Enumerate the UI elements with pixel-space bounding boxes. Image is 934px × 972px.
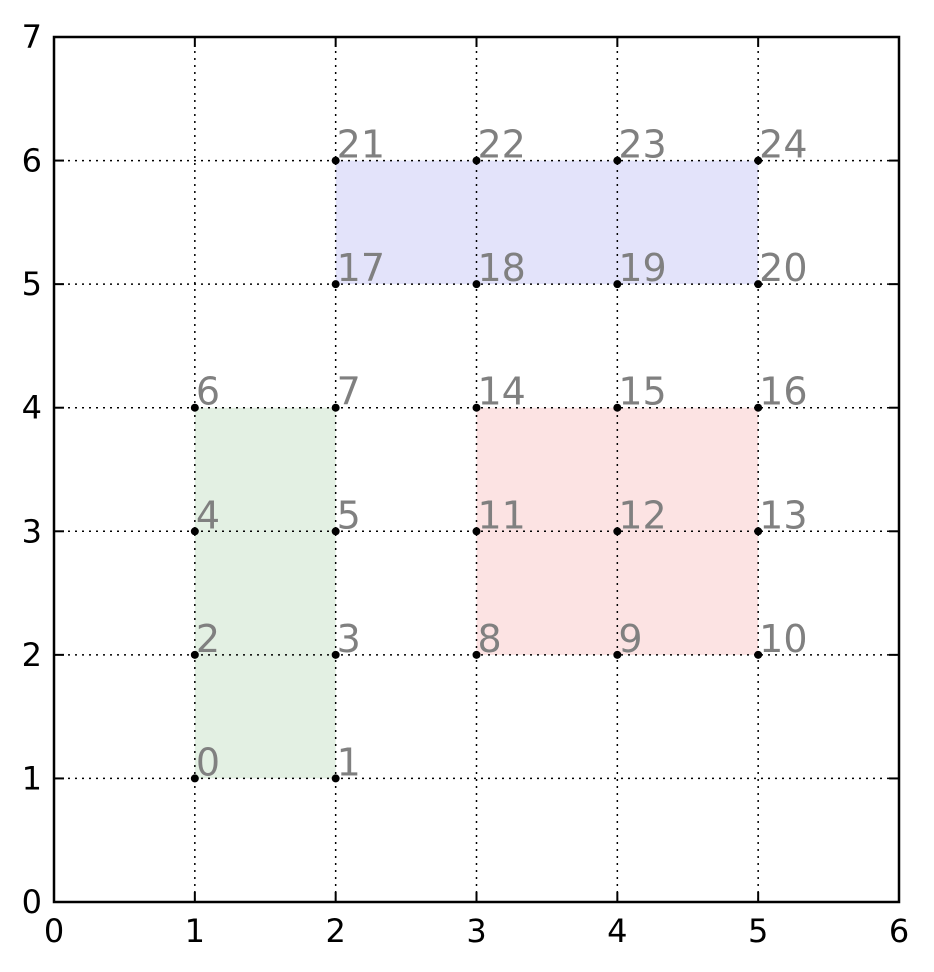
point-label-14: 14 <box>478 370 526 414</box>
point-4 <box>190 527 199 536</box>
region-2 <box>335 160 759 285</box>
y-tick-label: 6 <box>22 142 42 180</box>
point-label-16: 16 <box>759 370 807 414</box>
point-21 <box>331 156 340 165</box>
point-12 <box>613 527 622 536</box>
point-label-12: 12 <box>618 493 666 537</box>
x-tick-label: 1 <box>185 912 205 950</box>
x-tick-label: 6 <box>889 912 909 950</box>
point-7 <box>331 403 340 412</box>
point-5 <box>331 527 340 536</box>
point-1 <box>331 774 340 783</box>
point-label-1: 1 <box>337 740 361 784</box>
point-17 <box>331 280 340 289</box>
point-label-2: 2 <box>196 617 220 661</box>
point-16 <box>754 403 763 412</box>
x-tick-label: 3 <box>466 912 486 950</box>
point-19 <box>613 280 622 289</box>
point-label-7: 7 <box>337 370 361 414</box>
point-11 <box>472 527 481 536</box>
y-tick-label: 7 <box>22 18 42 56</box>
x-tick-label: 5 <box>748 912 768 950</box>
point-2 <box>190 650 199 659</box>
point-15 <box>613 403 622 412</box>
point-label-0: 0 <box>196 740 220 784</box>
point-label-8: 8 <box>478 617 502 661</box>
y-tick-label: 3 <box>22 512 42 550</box>
y-tick-label: 4 <box>22 389 42 427</box>
point-18 <box>472 280 481 289</box>
point-label-13: 13 <box>759 493 807 537</box>
y-tick-label: 5 <box>22 265 42 303</box>
y-tick-label: 1 <box>22 759 42 797</box>
axes-frame <box>52 35 901 904</box>
point-24 <box>754 156 763 165</box>
point-label-11: 11 <box>478 493 526 537</box>
points-layer <box>190 156 763 783</box>
regions-layer <box>194 160 759 779</box>
point-label-20: 20 <box>759 246 807 290</box>
point-label-3: 3 <box>337 617 361 661</box>
x-tick-label: 4 <box>607 912 627 950</box>
point-label-23: 23 <box>618 123 666 167</box>
point-label-18: 18 <box>478 246 526 290</box>
y-tick-label: 0 <box>22 883 42 921</box>
point-label-24: 24 <box>759 123 807 167</box>
point-label-21: 21 <box>337 123 385 167</box>
point-label-15: 15 <box>618 370 666 414</box>
x-tick-label: 2 <box>325 912 345 950</box>
x-tick-label: 0 <box>44 912 64 950</box>
point-label-10: 10 <box>759 617 807 661</box>
y-tick-label: 2 <box>22 636 42 674</box>
region-0 <box>194 407 336 779</box>
point-3 <box>331 650 340 659</box>
point-6 <box>190 403 199 412</box>
point-20 <box>754 280 763 289</box>
point-22 <box>472 156 481 165</box>
point-9 <box>613 650 622 659</box>
point-label-22: 22 <box>478 123 526 167</box>
point-label-5: 5 <box>337 493 361 537</box>
point-10 <box>754 650 763 659</box>
point-label-6: 6 <box>196 370 220 414</box>
point-13 <box>754 527 763 536</box>
point-8 <box>472 650 481 659</box>
point-label-17: 17 <box>337 246 385 290</box>
point-0 <box>190 774 199 783</box>
point-23 <box>613 156 622 165</box>
point-label-4: 4 <box>196 493 220 537</box>
point-label-9: 9 <box>618 617 642 661</box>
point-14 <box>472 403 481 412</box>
point-label-19: 19 <box>618 246 666 290</box>
